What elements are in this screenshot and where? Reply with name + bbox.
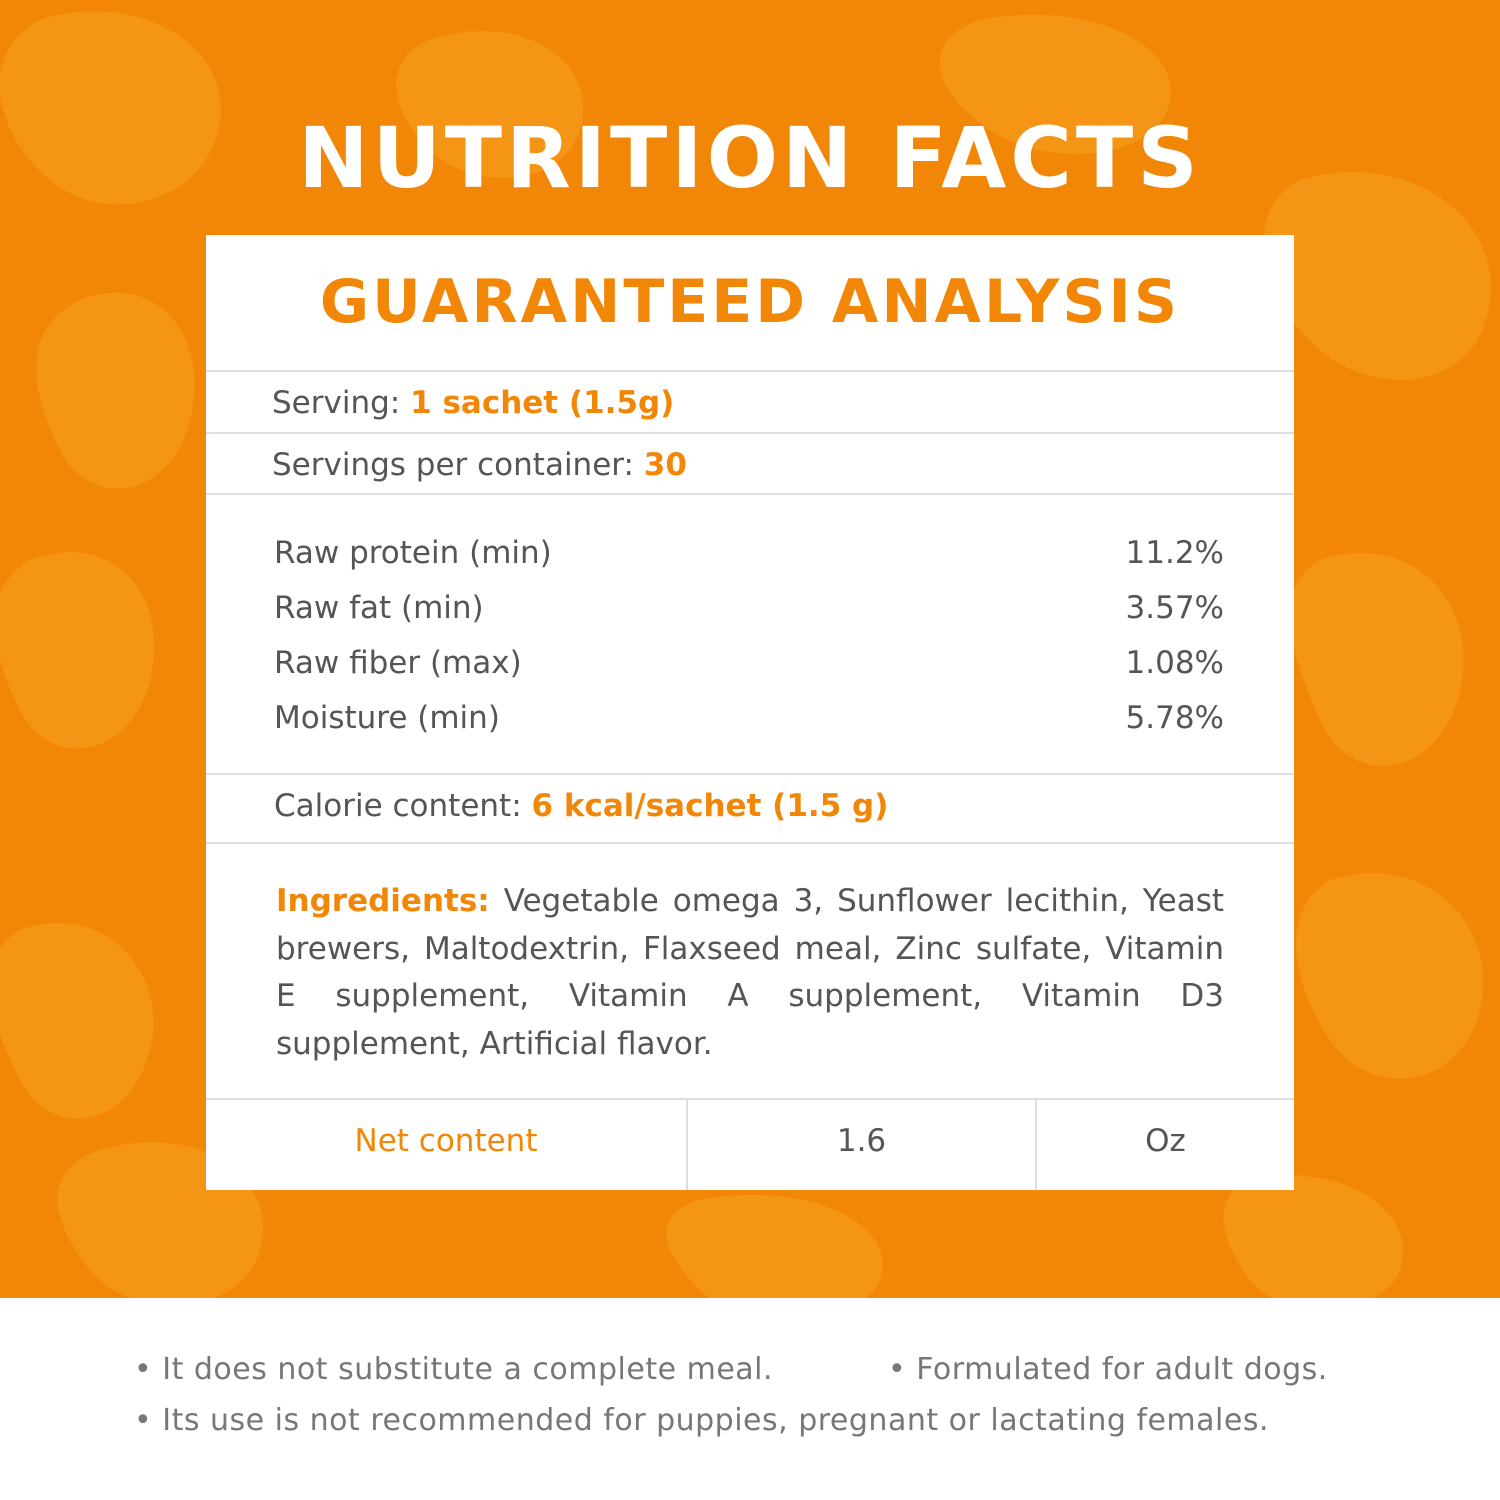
note-meal: It does not substitute a complete meal. [162,1352,774,1387]
servings-per-container-value: 30 [643,447,687,483]
divider [206,842,1294,844]
note-line-1: • It does not substitute a complete meal… [134,1350,773,1390]
servings-per-container-label: Servings per container: [272,447,634,483]
nutrient-value: 11.2% [1125,535,1224,571]
bullet-icon: • [888,1352,917,1387]
calorie-row: Calorie content: 6 kcal/sachet (1.5 g) [274,786,888,826]
nutrient-name: Raw protein (min) [274,535,552,571]
card-title: GUARANTEED ANALYSIS [319,267,1181,337]
nutrient-name: Raw fiber (max) [274,645,522,681]
nutrient-value: 3.57% [1125,590,1224,626]
servings-per-container-row: Servings per container: 30 [272,445,687,485]
serving-value: 1 sachet (1.5g) [410,385,675,421]
ingredients-paragraph: Ingredients: Vegetable omega 3, Sunflower… [276,878,1224,1068]
serving-label: Serving: [272,385,401,421]
note-line-2: • Its use is not recommended for puppies… [134,1401,1269,1441]
net-content-amount: 1.6 [836,1123,887,1159]
nutrient-name: Raw fat (min) [274,590,484,626]
bullet-icon: • [134,1352,163,1387]
analysis-card [206,235,1294,1190]
ingredients-label: Ingredients: [276,883,490,919]
net-content-unit: Oz [1145,1123,1186,1159]
note-puppies: Its use is not recommended for puppies, … [162,1403,1270,1438]
bullet-icon: • [134,1403,163,1438]
note-adult-dogs: Formulated for adult dogs. [916,1352,1328,1387]
net-content-label: Net content [354,1123,538,1159]
calorie-value: 6 kcal/sachet (1.5 g) [531,788,889,824]
nutrient-value: 5.78% [1125,700,1224,736]
divider [206,1098,1294,1100]
divider [206,432,1294,434]
divider [206,493,1294,495]
nutrient-value: 1.08% [1125,645,1224,681]
nutrient-name: Moisture (min) [274,700,500,736]
note-adult-dogs-row: • Formulated for adult dogs. [888,1350,1328,1390]
table-divider [1035,1100,1037,1190]
calorie-label: Calorie content: [274,788,522,824]
divider [206,773,1294,775]
table-divider [686,1100,688,1190]
divider [206,370,1294,372]
blob-pattern-background [0,11,1491,1298]
page-title: NUTRITION FACTS [298,109,1202,207]
serving-row: Serving: 1 sachet (1.5g) [272,383,674,423]
ingredients-text: Vegetable omega 3, Sunflower lecithin, Y… [276,883,1224,1062]
